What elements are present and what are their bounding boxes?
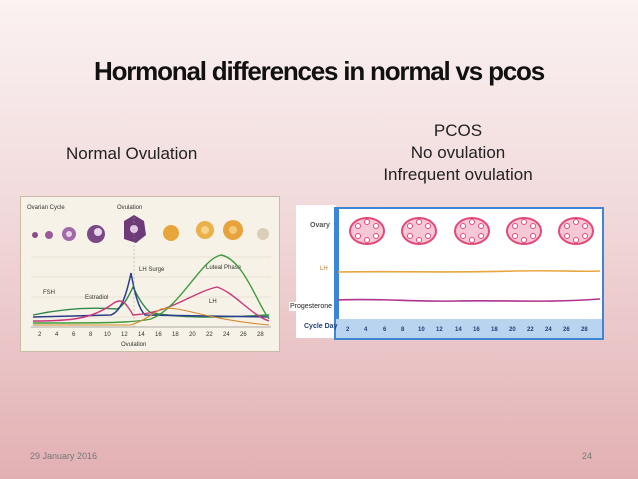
- pcos-day-tick: 20: [509, 327, 516, 333]
- estradiol-label: Estradiol: [85, 295, 108, 301]
- luteal-phase-label: Luteal Phase: [206, 265, 242, 271]
- day-tick: 6: [72, 332, 76, 338]
- progesterone-row-label: Progesterone: [289, 302, 334, 311]
- pcos-label-line: Infrequent ovulation: [383, 165, 533, 184]
- pcos-label-column: [296, 205, 336, 338]
- cycle-day-bar: [336, 319, 602, 338]
- lh-curve: [32, 272, 270, 318]
- day-tick: 14: [138, 332, 145, 338]
- day-tick: 26: [240, 332, 247, 338]
- ovulation-bottom-label: Ovulation: [121, 342, 146, 348]
- progesterone-curve: [32, 254, 270, 324]
- pcos-label: PCOS No ovulation Infrequent ovulation: [370, 120, 546, 186]
- day-tick: 8: [89, 332, 93, 338]
- pcos-day-tick: 18: [491, 327, 498, 333]
- slide-title: Hormonal differences in normal vs pcos: [94, 56, 545, 86]
- pcos-day-tick: 14: [455, 327, 462, 333]
- ovarian-cycle-label: Ovarian Cycle: [27, 205, 65, 211]
- pcos-day-tick: 8: [401, 327, 405, 333]
- day-tick: 10: [104, 332, 111, 338]
- pcos-progesterone-line: [337, 298, 601, 302]
- day-tick: 28: [257, 332, 264, 338]
- pcos-day-tick: 22: [527, 327, 534, 333]
- pcos-day-tick: 6: [383, 327, 387, 333]
- inhibin-curve: [33, 307, 270, 326]
- fsh-curve: [32, 285, 270, 318]
- pcos-day-tick: 4: [364, 327, 368, 333]
- footer-date: 29 January 2016: [30, 451, 98, 461]
- day-tick: 20: [189, 332, 196, 338]
- day-tick: 12: [121, 332, 128, 338]
- day-tick: 22: [206, 332, 213, 338]
- pcos-label-line: PCOS: [433, 121, 483, 140]
- pcos-day-tick: 10: [418, 327, 425, 333]
- follicle-stages: [32, 215, 269, 243]
- normal-cycle-chart: Ovarian Cycle Ovulation LH Surge Luteal …: [20, 196, 280, 352]
- lh-row-label: LH: [320, 266, 328, 272]
- normal-ovulation-label: Normal Ovulation: [66, 144, 198, 163]
- pcos-day-tick: 26: [563, 327, 570, 333]
- day-tick: 4: [55, 332, 59, 338]
- pcos-day-tick: 28: [581, 327, 588, 333]
- lh-surge-label: LH Surge: [139, 267, 165, 273]
- day-tick: 16: [155, 332, 162, 338]
- day-tick: 18: [172, 332, 179, 338]
- ovulation-top-label: Ovulation: [117, 205, 142, 211]
- day-tick: 2: [38, 332, 42, 338]
- pcos-day-tick: 12: [436, 327, 443, 333]
- pcos-day-tick: 16: [473, 327, 480, 333]
- pcos-cycle-chart: Ovary 2 4 6 8 10 12 14 16: [334, 207, 604, 340]
- cycle-day-label: Cycle Day: [304, 323, 338, 330]
- pcos-day-tick: 24: [545, 327, 552, 333]
- pcos-label-line: No ovulation: [410, 143, 506, 162]
- pcos-day-tick: 2: [346, 327, 350, 333]
- pcos-lh-line: [337, 269, 601, 273]
- estradiol-curve: [32, 286, 270, 322]
- fsh-label: FSH: [43, 290, 55, 296]
- ovary-row-label: Ovary: [310, 222, 330, 229]
- page-number: 24: [582, 451, 593, 461]
- lh-label: LH: [209, 299, 217, 305]
- day-tick: 24: [223, 332, 230, 338]
